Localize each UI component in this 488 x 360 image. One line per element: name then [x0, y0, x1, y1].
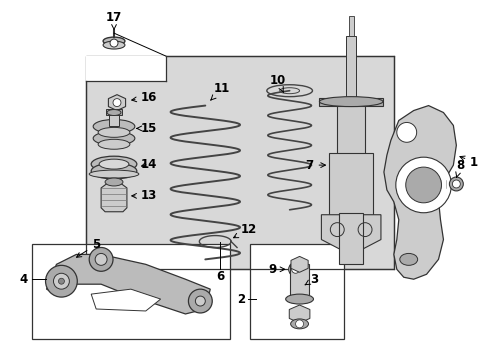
- Circle shape: [53, 273, 69, 289]
- Ellipse shape: [89, 170, 139, 178]
- Ellipse shape: [98, 127, 130, 137]
- Text: 5: 5: [77, 238, 100, 257]
- Bar: [339, 213, 362, 264]
- Ellipse shape: [93, 131, 135, 145]
- Ellipse shape: [319, 96, 382, 107]
- Ellipse shape: [448, 177, 462, 191]
- Text: 9: 9: [268, 263, 284, 276]
- Bar: [86, 56, 393, 269]
- Bar: [348, 16, 353, 36]
- Ellipse shape: [93, 120, 135, 133]
- Polygon shape: [290, 256, 307, 272]
- Circle shape: [110, 39, 118, 47]
- Polygon shape: [321, 215, 380, 251]
- Bar: [319, 98, 382, 105]
- Circle shape: [95, 253, 107, 265]
- Polygon shape: [46, 255, 210, 314]
- Text: 12: 12: [233, 223, 257, 238]
- Circle shape: [451, 180, 459, 188]
- Ellipse shape: [107, 109, 121, 116]
- Bar: [418, 180, 455, 188]
- Ellipse shape: [99, 159, 129, 169]
- Polygon shape: [383, 105, 455, 279]
- Bar: [346, 36, 355, 105]
- Circle shape: [195, 296, 205, 306]
- Circle shape: [291, 265, 299, 273]
- Bar: [249, 244, 344, 339]
- Ellipse shape: [105, 178, 122, 186]
- Polygon shape: [101, 182, 127, 212]
- Bar: [289, 264, 309, 299]
- Ellipse shape: [288, 262, 302, 276]
- Bar: [337, 104, 365, 155]
- Text: 10: 10: [269, 74, 285, 93]
- Bar: [328, 153, 372, 215]
- Bar: [32, 244, 230, 339]
- Polygon shape: [108, 95, 125, 111]
- Bar: [106, 109, 122, 114]
- Ellipse shape: [91, 163, 137, 179]
- Text: 13: 13: [131, 189, 157, 202]
- Circle shape: [396, 122, 416, 142]
- Text: 1: 1: [459, 156, 477, 168]
- Ellipse shape: [91, 156, 137, 172]
- Text: 8: 8: [455, 159, 464, 177]
- Circle shape: [405, 167, 441, 203]
- Text: 14: 14: [140, 158, 157, 171]
- Circle shape: [59, 278, 64, 284]
- Ellipse shape: [103, 37, 124, 45]
- Ellipse shape: [399, 253, 417, 265]
- Text: 4: 4: [20, 273, 28, 286]
- Polygon shape: [289, 305, 309, 323]
- Text: 3: 3: [305, 273, 318, 286]
- Circle shape: [188, 289, 212, 313]
- Circle shape: [295, 320, 303, 328]
- Text: 2: 2: [237, 293, 244, 306]
- Ellipse shape: [98, 139, 130, 149]
- Circle shape: [395, 157, 450, 213]
- Text: 7: 7: [305, 159, 325, 172]
- Text: 15: 15: [137, 122, 157, 135]
- Circle shape: [89, 247, 113, 271]
- Polygon shape: [91, 289, 161, 311]
- Text: 16: 16: [131, 91, 157, 104]
- Ellipse shape: [103, 41, 124, 49]
- Circle shape: [45, 265, 77, 297]
- Circle shape: [113, 99, 121, 107]
- Bar: [86, 56, 165, 81]
- Ellipse shape: [285, 294, 313, 304]
- Text: 17: 17: [106, 11, 122, 30]
- Text: 6: 6: [216, 270, 224, 283]
- Text: 11: 11: [210, 82, 230, 100]
- Bar: [109, 113, 119, 126]
- Ellipse shape: [290, 319, 308, 329]
